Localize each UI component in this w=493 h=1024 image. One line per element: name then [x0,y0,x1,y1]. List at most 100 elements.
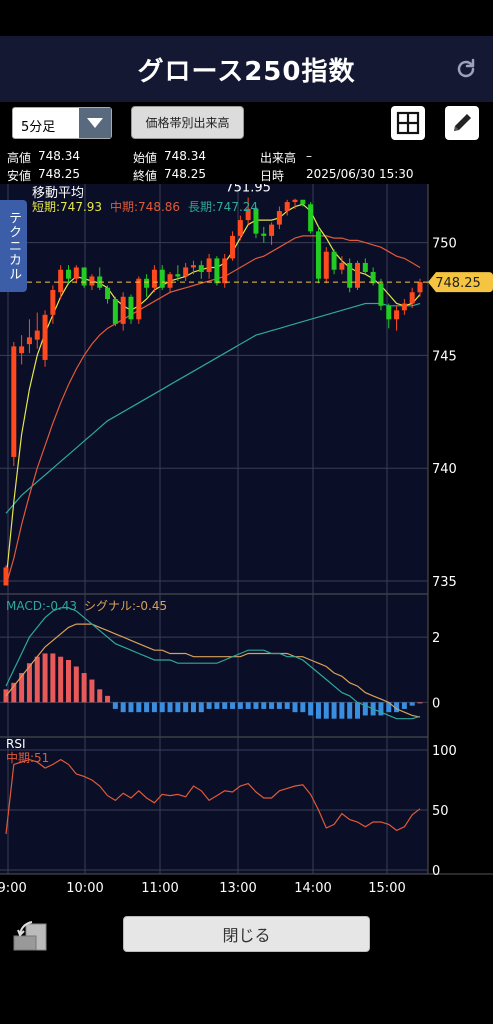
time-axis-label: 14:00 [294,881,331,896]
interval-select[interactable]: 5分足 [12,107,112,139]
candle-body [151,269,157,288]
high-annotation: 751.95 [225,184,271,196]
rotate-screen-button[interactable] [12,918,48,952]
signal-line [5,623,421,718]
candle-body [362,262,368,272]
candle-body [284,202,290,212]
time-axis-label: 11:00 [141,881,178,896]
macd-histogram-bar [237,702,243,709]
candle-body [378,283,384,306]
candle-body [26,337,32,345]
current-price-badge [428,272,493,293]
draw-button[interactable] [445,106,479,140]
macd-histogram-bar [97,689,103,703]
macd-histogram-bar [347,702,353,719]
pencil-icon [454,114,471,131]
candle-body [112,299,118,324]
interval-select-value: 5分足 [21,120,56,135]
candle-body [386,305,392,320]
refresh-icon [457,58,475,78]
macd-histogram-bar [42,653,48,703]
candle-body [253,208,259,234]
candle-body [401,303,407,311]
candle-body [222,258,228,284]
macd-histogram-bar [73,666,79,703]
refresh-button[interactable] [451,54,481,84]
macd-line [5,607,421,720]
chevron-down-icon [79,108,111,138]
macd-histogram-bar [175,702,181,713]
macd-histogram-bar [355,702,361,719]
datetime-label: 日時 [260,169,285,183]
macd-histogram-bar [151,702,157,713]
ma-short-label: 短期:747.93 [32,200,102,214]
open-label: 始値 [133,151,158,165]
price-axis-label: 750 [432,237,457,252]
candle-body [300,199,306,205]
macd-histogram-bar [58,656,64,703]
technical-tab[interactable]: テクニカル [0,200,27,292]
macd-histogram-bar [136,702,142,713]
candle-body [261,233,267,236]
grid-layout-button[interactable] [391,106,425,140]
candle-body [276,211,282,225]
close-button[interactable]: 閉じる [123,916,370,952]
technical-tab-label: テクニカル [6,211,21,281]
candle-body [167,274,173,288]
macd-histogram-bar [167,702,173,713]
macd-histogram-bar [34,656,40,703]
macd-histogram-bar [105,695,111,703]
rsi-line [5,758,421,835]
price-info-panel: 高値 748.34 始値 748.34 出来高 – 安値 748.25 終値 7… [0,146,493,186]
macd-histogram-bar [11,682,17,703]
macd-histogram-bar [183,702,189,713]
stock-chart[interactable]: 750 745 740 735 2 0 100 50 0 09:00 10:00 11:00 13:00… [0,181,493,900]
candle-body [198,265,204,272]
volume-by-price-button[interactable]: 価格帯別出来高 [131,106,244,139]
macd-histogram-bar [128,702,134,713]
datetime-value: 2025/06/30 15:30 [306,167,414,181]
rsi-axis-label: 50 [432,804,449,819]
macd-histogram-bar [26,663,32,703]
candle-body [417,282,423,293]
macd-histogram-bar [308,702,314,716]
candle-body [323,251,329,279]
low-label: 安値 [7,169,32,183]
rsi-axis-label: 0 [432,864,440,879]
candle-body [11,346,17,457]
candle-body [105,287,111,300]
macd-histogram-bar [292,702,298,713]
candle-body [237,220,243,236]
macd-histogram-bar [245,702,251,709]
rsi-axis-label: 100 [432,744,457,759]
macd-histogram-bar [300,702,306,713]
price-axis-label: 740 [432,462,457,477]
price-axis-label: 745 [432,349,457,364]
macd-histogram-bar [284,702,290,709]
macd-label: MACD:-0.43 [6,599,77,613]
macd-histogram-bar [230,702,236,709]
signal-label: シグナル:-0.45 [84,599,167,613]
macd-histogram-bar [120,702,126,713]
macd-histogram-bar [417,702,423,704]
macd-histogram-bar [198,702,204,713]
chart-area[interactable]: 750 745 740 735 2 0 100 50 0 09:00 10:00 11:00 13:00… [0,181,493,900]
ma-long-line [5,302,421,514]
candle-body [409,292,415,304]
candle-body [89,276,95,286]
candle-body [136,278,142,320]
time-axis-label: 15:00 [368,881,405,896]
macd-histogram-bar [50,653,56,703]
macd-histogram-bar [65,659,71,703]
ma-mid-line [5,235,421,586]
candle-body [355,262,361,288]
macd-histogram-bar [112,702,118,709]
candle-body [245,208,251,221]
ma-long-label: 長期:747.24 [188,200,258,214]
macd-histogram-bar [190,702,196,713]
rsi-label: RSI [6,737,26,751]
macd-histogram-bar [315,702,321,719]
rotate-screen-icon [13,921,47,951]
candle-body [339,262,345,270]
macd-axis-label: 2 [432,631,440,646]
